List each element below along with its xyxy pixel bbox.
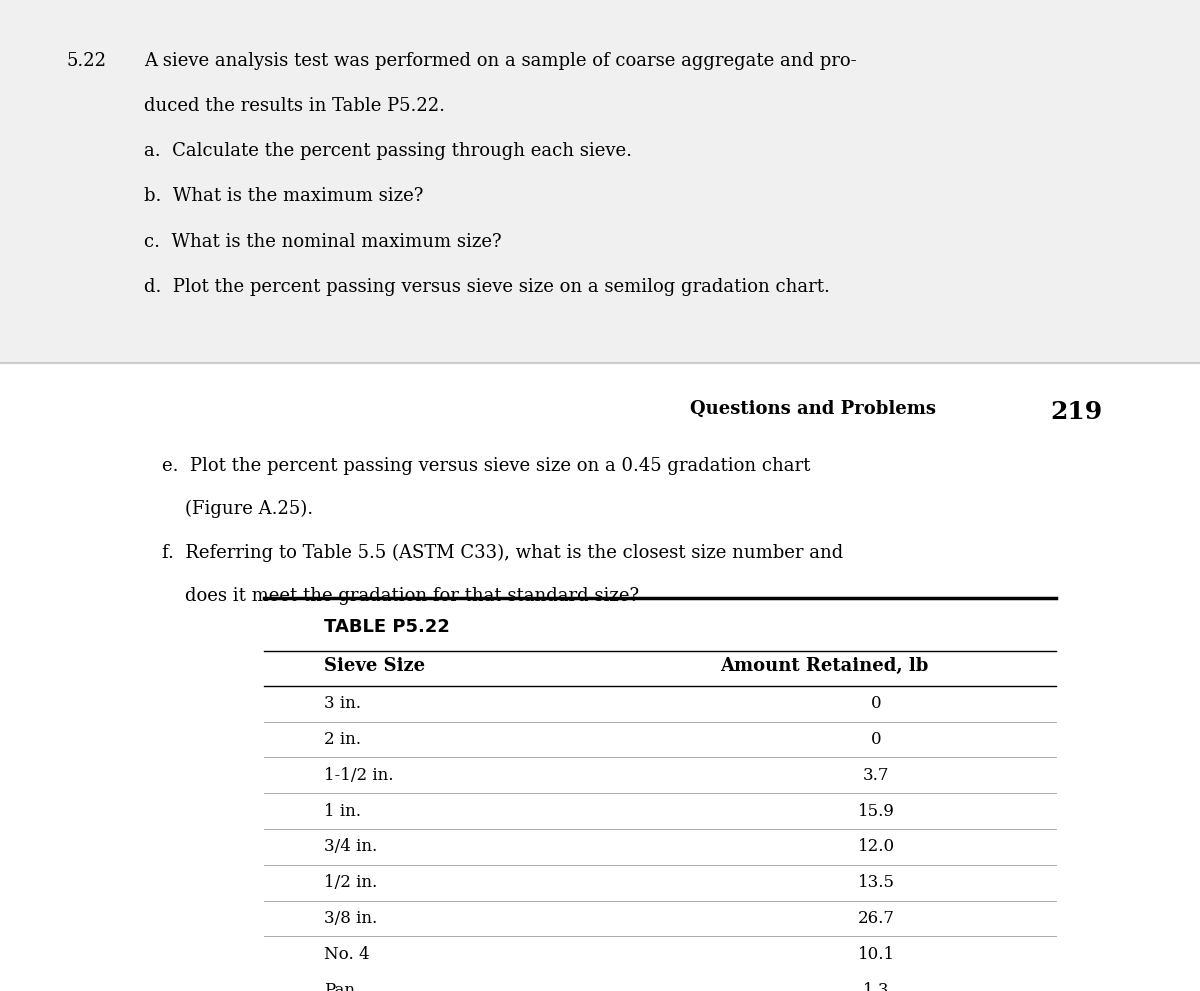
Text: 1/2 in.: 1/2 in. bbox=[324, 874, 377, 891]
Text: 1 in.: 1 in. bbox=[324, 803, 361, 820]
Text: f.  Referring to Table 5.5 (ASTM C33), what is the closest size number and: f. Referring to Table 5.5 (ASTM C33), wh… bbox=[162, 543, 844, 562]
Text: No. 4: No. 4 bbox=[324, 945, 370, 962]
Text: 3/8 in.: 3/8 in. bbox=[324, 910, 377, 927]
Text: TABLE P5.22: TABLE P5.22 bbox=[324, 618, 450, 636]
Text: 1.3: 1.3 bbox=[863, 981, 889, 991]
Text: 26.7: 26.7 bbox=[858, 910, 894, 927]
Text: (Figure A.25).: (Figure A.25). bbox=[162, 500, 313, 518]
Text: Questions and Problems: Questions and Problems bbox=[690, 400, 936, 418]
Text: 0: 0 bbox=[871, 731, 881, 748]
Text: A sieve analysis test was performed on a sample of coarse aggregate and pro-: A sieve analysis test was performed on a… bbox=[144, 52, 857, 69]
Text: 219: 219 bbox=[1050, 400, 1103, 424]
Text: 3 in.: 3 in. bbox=[324, 695, 361, 713]
Text: 3.7: 3.7 bbox=[863, 767, 889, 784]
Text: 3/4 in.: 3/4 in. bbox=[324, 838, 377, 855]
Text: Amount Retained, lb: Amount Retained, lb bbox=[720, 657, 929, 676]
Text: 13.5: 13.5 bbox=[858, 874, 894, 891]
Text: c.  What is the nominal maximum size?: c. What is the nominal maximum size? bbox=[144, 233, 502, 251]
Text: 2 in.: 2 in. bbox=[324, 731, 361, 748]
Text: 1-1/2 in.: 1-1/2 in. bbox=[324, 767, 394, 784]
Text: duced the results in Table P5.22.: duced the results in Table P5.22. bbox=[144, 97, 445, 115]
Text: does it meet the gradation for that standard size?: does it meet the gradation for that stan… bbox=[162, 587, 640, 605]
Text: 0: 0 bbox=[871, 695, 881, 713]
Text: Sieve Size: Sieve Size bbox=[324, 657, 425, 676]
Text: 15.9: 15.9 bbox=[858, 803, 894, 820]
Text: a.  Calculate the percent passing through each sieve.: a. Calculate the percent passing through… bbox=[144, 143, 632, 161]
Text: 12.0: 12.0 bbox=[858, 838, 894, 855]
Text: e.  Plot the percent passing versus sieve size on a 0.45 gradation chart: e. Plot the percent passing versus sieve… bbox=[162, 457, 810, 475]
FancyBboxPatch shape bbox=[0, 0, 1200, 363]
Text: b.  What is the maximum size?: b. What is the maximum size? bbox=[144, 187, 424, 205]
Text: Pan: Pan bbox=[324, 981, 355, 991]
Text: 5.22: 5.22 bbox=[66, 52, 106, 69]
Text: 10.1: 10.1 bbox=[858, 945, 894, 962]
Text: d.  Plot the percent passing versus sieve size on a semilog gradation chart.: d. Plot the percent passing versus sieve… bbox=[144, 277, 830, 296]
